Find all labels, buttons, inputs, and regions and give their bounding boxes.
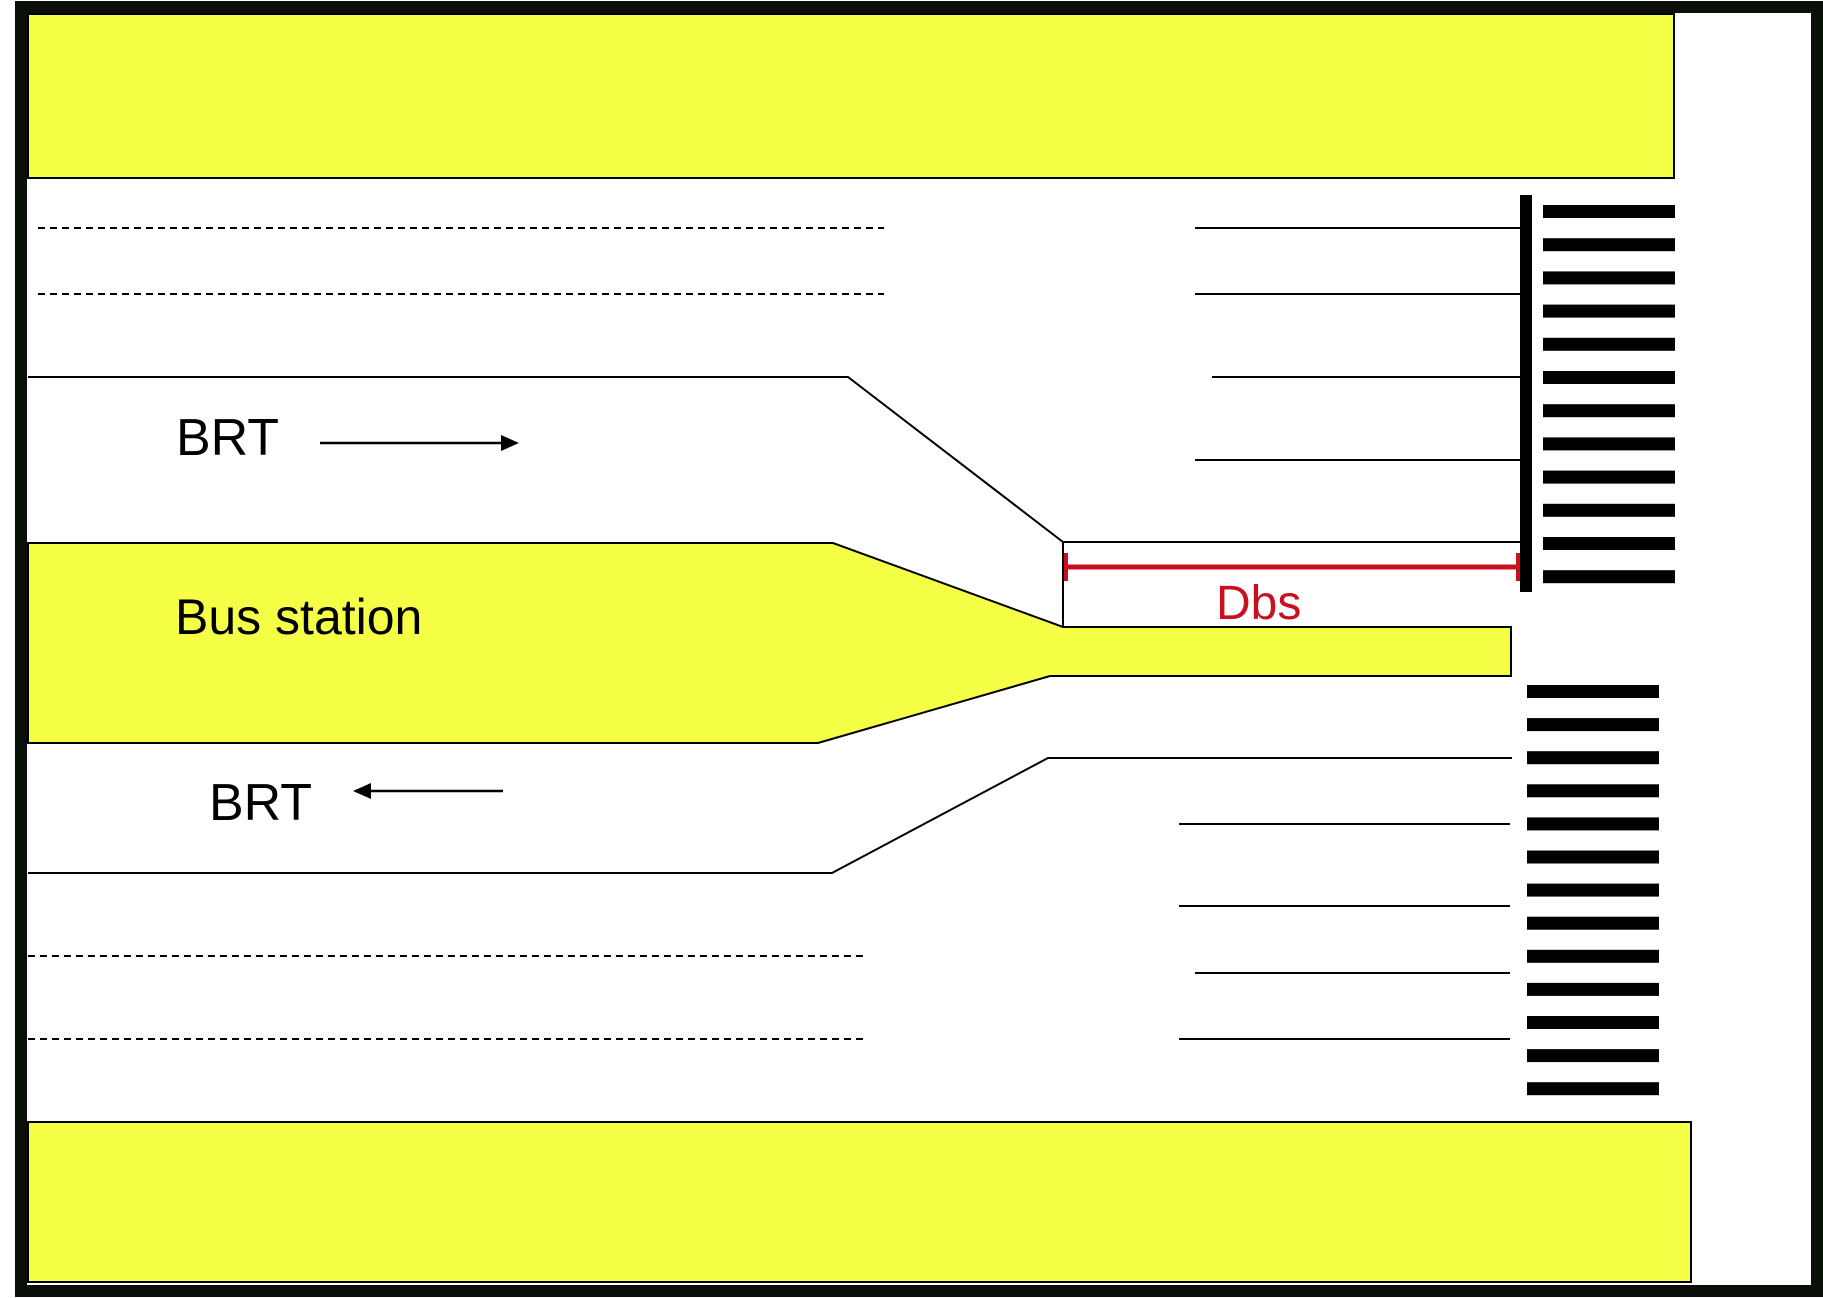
solid-lane-lines <box>1179 227 1520 1040</box>
crosswalk-stripe <box>1527 916 1659 930</box>
crosswalk-stripe <box>1543 371 1675 384</box>
crosswalk-stripe <box>1543 570 1675 584</box>
brt-lane-lower-boundary <box>28 757 1512 874</box>
arrow-right-icon <box>320 435 519 451</box>
brt-lane-upper-boundary <box>28 376 1520 543</box>
crosswalk-stripe <box>1527 883 1659 897</box>
bottom-island <box>27 1121 1692 1283</box>
crosswalk-stripe <box>1527 850 1659 864</box>
crosswalk-stripe <box>1527 685 1659 698</box>
crosswalk-stripe <box>1527 817 1659 831</box>
crosswalk-stripe <box>1527 1082 1659 1096</box>
crosswalk-stripe <box>1543 404 1675 418</box>
brt-westbound-label: BRT <box>209 774 312 832</box>
crosswalk-stripe <box>1527 949 1659 963</box>
crosswalk-stripe <box>1543 205 1675 218</box>
crosswalk-lower <box>1527 685 1659 1096</box>
crosswalk-upper <box>1543 205 1675 584</box>
dbs-dimension <box>1064 553 1520 581</box>
crosswalk-stripe <box>1543 503 1675 517</box>
crosswalk-stripe <box>1527 784 1659 798</box>
crosswalk-stripe <box>1527 718 1659 732</box>
crosswalk-stripe <box>1543 271 1675 285</box>
crosswalk-stripe <box>1543 337 1675 351</box>
crosswalk-stripe <box>1543 304 1675 318</box>
arrow-left-icon <box>353 783 503 799</box>
crosswalk-stripe <box>1527 1049 1659 1063</box>
dbs-dimension-label: Dbs <box>1216 577 1301 630</box>
crosswalk-stripe <box>1527 751 1659 765</box>
crosswalk-stripe <box>1543 470 1675 484</box>
bus-station-island <box>27 542 1512 744</box>
dashed-lane-lines <box>28 227 884 1040</box>
bus-station-label: Bus station <box>175 589 422 645</box>
crosswalk-stripe <box>1543 238 1675 252</box>
brt-eastbound-label: BRT <box>176 409 279 467</box>
top-island <box>27 13 1675 179</box>
crosswalk-stripe <box>1527 982 1659 996</box>
diagram-frame <box>15 1 1823 1297</box>
crosswalk-stripe <box>1543 537 1675 550</box>
crosswalk-stripe <box>1527 1016 1659 1029</box>
crosswalk-stripe <box>1543 437 1675 451</box>
